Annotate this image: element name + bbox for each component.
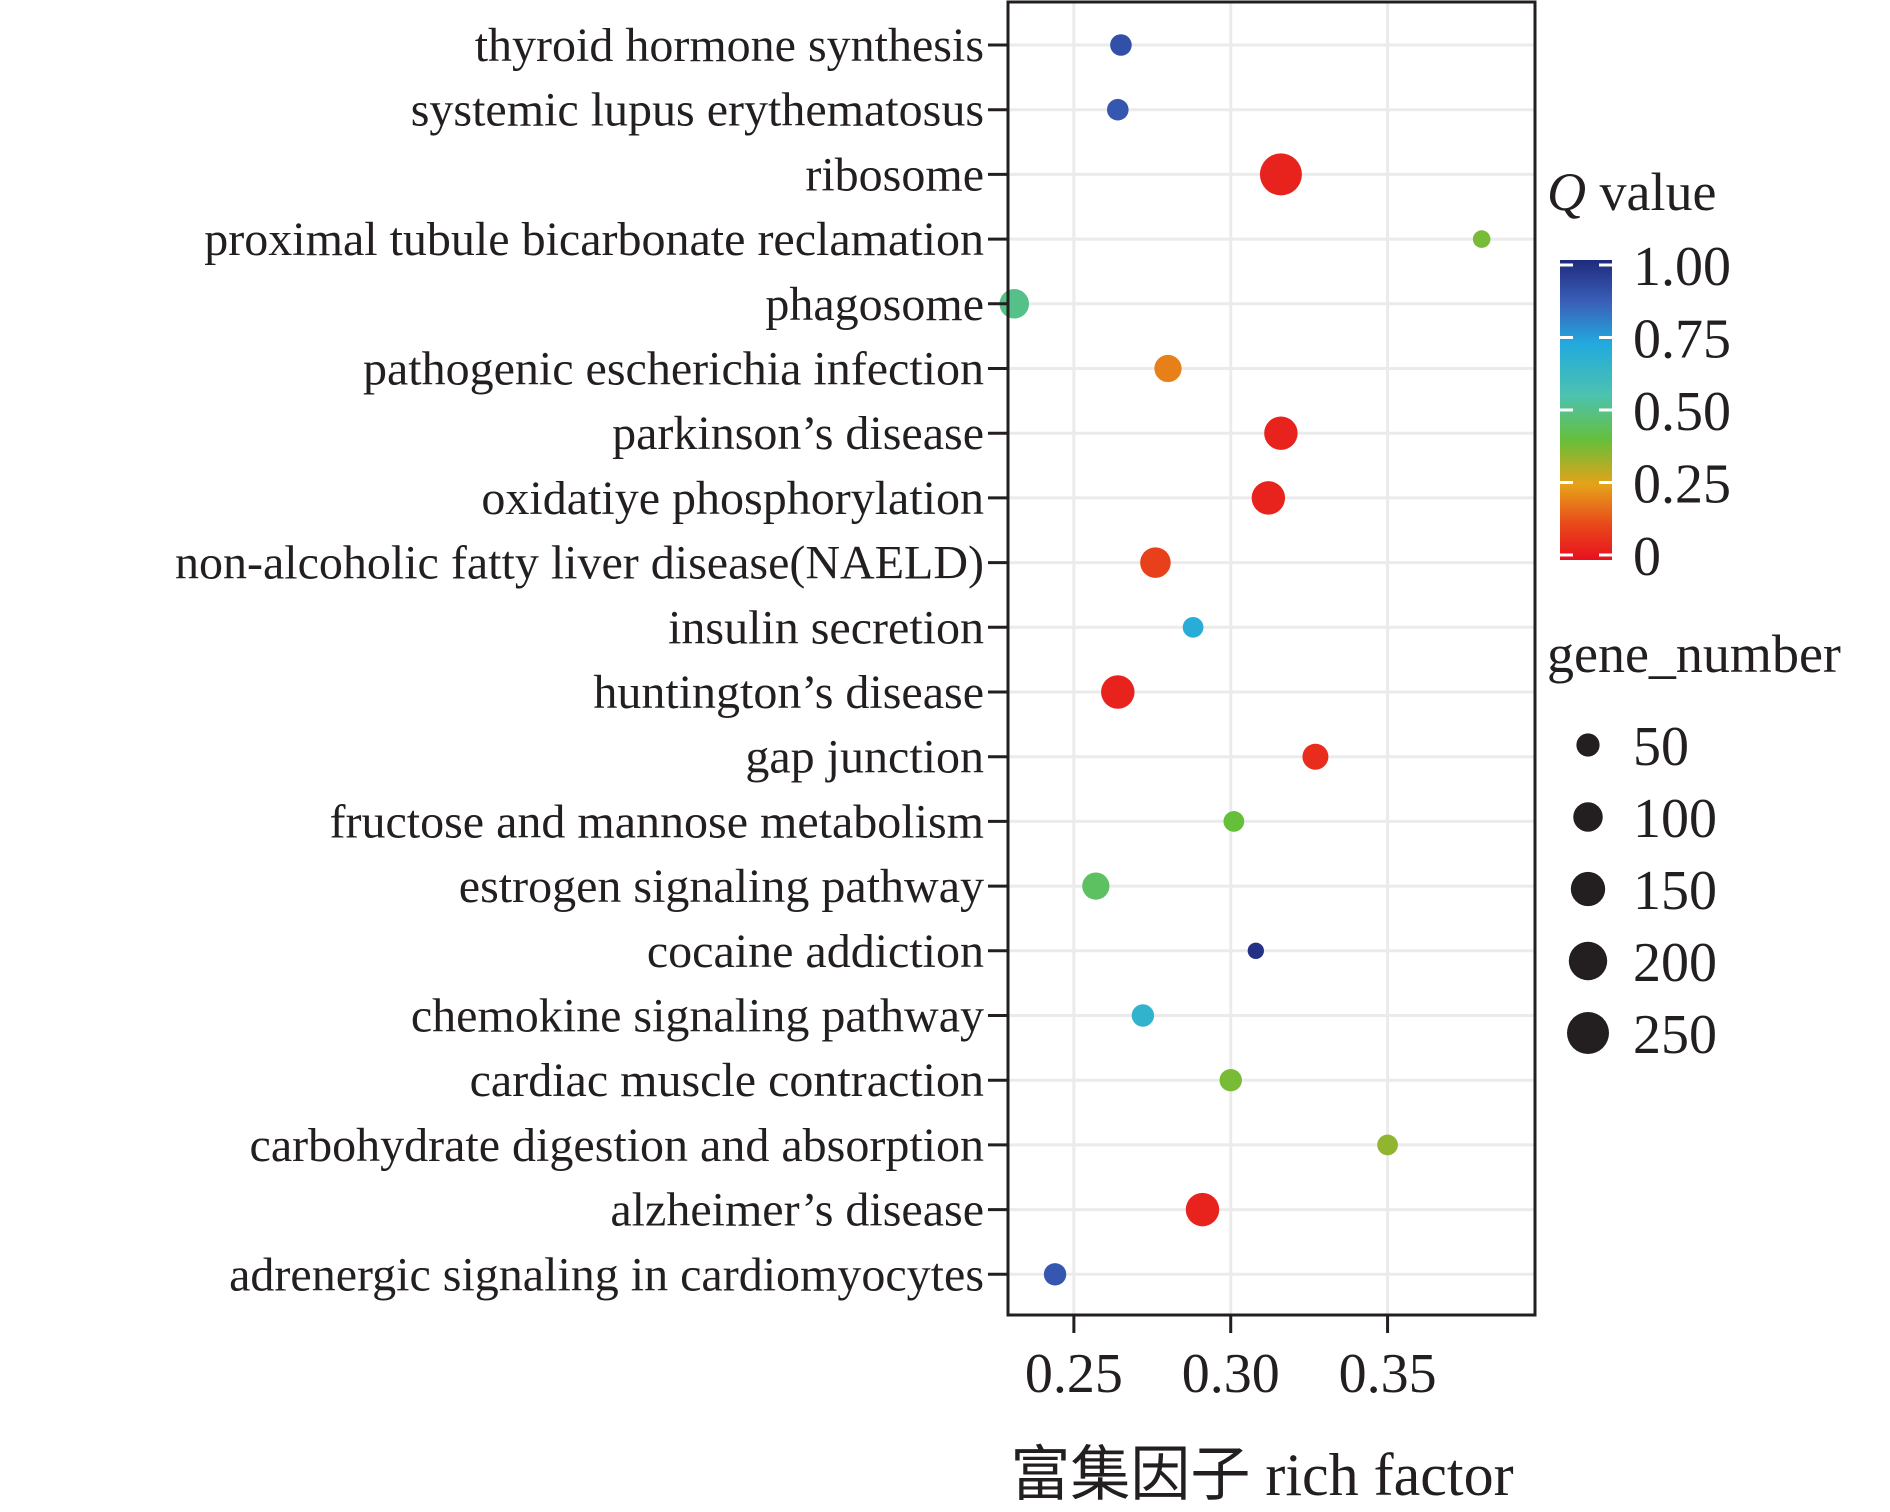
plot-panel-border [1006, 0, 1537, 1317]
y-tick-label: carbohydrate digestion and absorption [250, 1119, 984, 1172]
data-point [1182, 616, 1204, 638]
colorbar-tick-label: 0.25 [1633, 454, 1731, 516]
data-point [1472, 230, 1491, 248]
y-axis: thyroid hormone synthesis systemic lupus … [175, 19, 1008, 1301]
colorbar-ticks: 1.00 0.75 0.50 0.25 0 [1560, 236, 1731, 588]
size-legend-label: 250 [1633, 1004, 1717, 1066]
y-tick-label: non-alcoholic fatty liver disease(NAELD) [175, 537, 984, 590]
y-tick-label: pathogenic escherichia infection [363, 343, 984, 396]
size-legend-dot [1576, 733, 1600, 757]
q-value-legend: Q value 1.00 0.75 0.50 0.25 0 [1547, 162, 1731, 588]
colorbar-tick-label: 0.50 [1633, 381, 1731, 443]
data-point [1223, 811, 1245, 832]
data-point [1251, 481, 1286, 515]
data-point [1264, 416, 1298, 450]
data-point [1131, 1004, 1155, 1027]
x-tick-label: 0.35 [1339, 1343, 1437, 1405]
y-tick-label: systemic lupus erythematosus [411, 84, 984, 137]
size-legend-label: 50 [1633, 716, 1689, 778]
y-tick-label: ribosome [805, 148, 984, 201]
data-point [1302, 743, 1329, 770]
y-tick-label: proximal tubule bicarbonate reclamation [204, 213, 984, 266]
colorbar-tick-label: 0.75 [1633, 309, 1731, 371]
data-point [1154, 354, 1182, 383]
colorbar-tick-label: 0 [1633, 526, 1661, 588]
data-point [1185, 1192, 1220, 1227]
size-legend-dot [1570, 871, 1606, 907]
x-tick-label: 0.30 [1182, 1343, 1280, 1405]
data-point [1219, 1068, 1242, 1092]
size-legend-dot [1573, 802, 1603, 832]
data-point [1377, 1134, 1398, 1156]
x-axis: 0.25 0.30 0.35 [1025, 1315, 1437, 1405]
y-tick-label: insulin secretion [668, 601, 984, 654]
y-tick-label: huntington’s disease [593, 666, 984, 719]
size-legend-dot [1568, 941, 1608, 981]
q-symbol: Q [1547, 162, 1586, 222]
q-value-word: value [1586, 162, 1716, 222]
y-tick-label: alzheimer’s disease [610, 1184, 984, 1237]
q-value-legend-title: Q value [1547, 162, 1716, 222]
size-legend-label: 150 [1633, 860, 1717, 922]
data-point [1082, 872, 1110, 900]
y-tick-label: cardiac muscle contraction [470, 1054, 984, 1107]
colorbar-tick-label: 1.00 [1633, 236, 1731, 298]
y-tick-label: parkinson’s disease [612, 407, 984, 460]
y-tick-label: fructose and mannose metabolism [330, 795, 985, 848]
data-point [1259, 153, 1302, 196]
y-tick-label: adrenergic signaling in cardiomyocytes [229, 1248, 984, 1301]
size-legend-label: 100 [1633, 788, 1717, 850]
y-tick-label: thyroid hormone synthesis [475, 19, 984, 72]
data-point [1247, 942, 1264, 959]
gene-number-legend-title: gene_number [1547, 624, 1841, 684]
y-tick-label: oxidatiye phosphorylation [481, 472, 984, 525]
y-tick-label: phagosome [765, 278, 984, 331]
gene-number-legend: gene_number 50 100 150 200 250 [1547, 624, 1841, 1066]
size-legend-dot [1567, 1012, 1609, 1054]
size-legend-label: 200 [1633, 932, 1717, 994]
size-legend-items: 50 100 150 200 250 [1567, 716, 1717, 1066]
data-point [1043, 1263, 1067, 1286]
data-point [1106, 98, 1129, 121]
data-point [1110, 34, 1132, 56]
y-tick-label: estrogen signaling pathway [459, 860, 984, 913]
data-point [1101, 675, 1135, 709]
x-axis-title: 富集因子 rich factor [1010, 1442, 1513, 1508]
gridlines [1008, 2, 1535, 1315]
y-tick-label: chemokine signaling pathway [411, 990, 984, 1043]
data-point [1140, 547, 1171, 578]
y-tick-label: gap junction [745, 731, 984, 784]
x-tick-label: 0.25 [1025, 1343, 1123, 1405]
y-tick-label: cocaine addiction [647, 925, 984, 978]
